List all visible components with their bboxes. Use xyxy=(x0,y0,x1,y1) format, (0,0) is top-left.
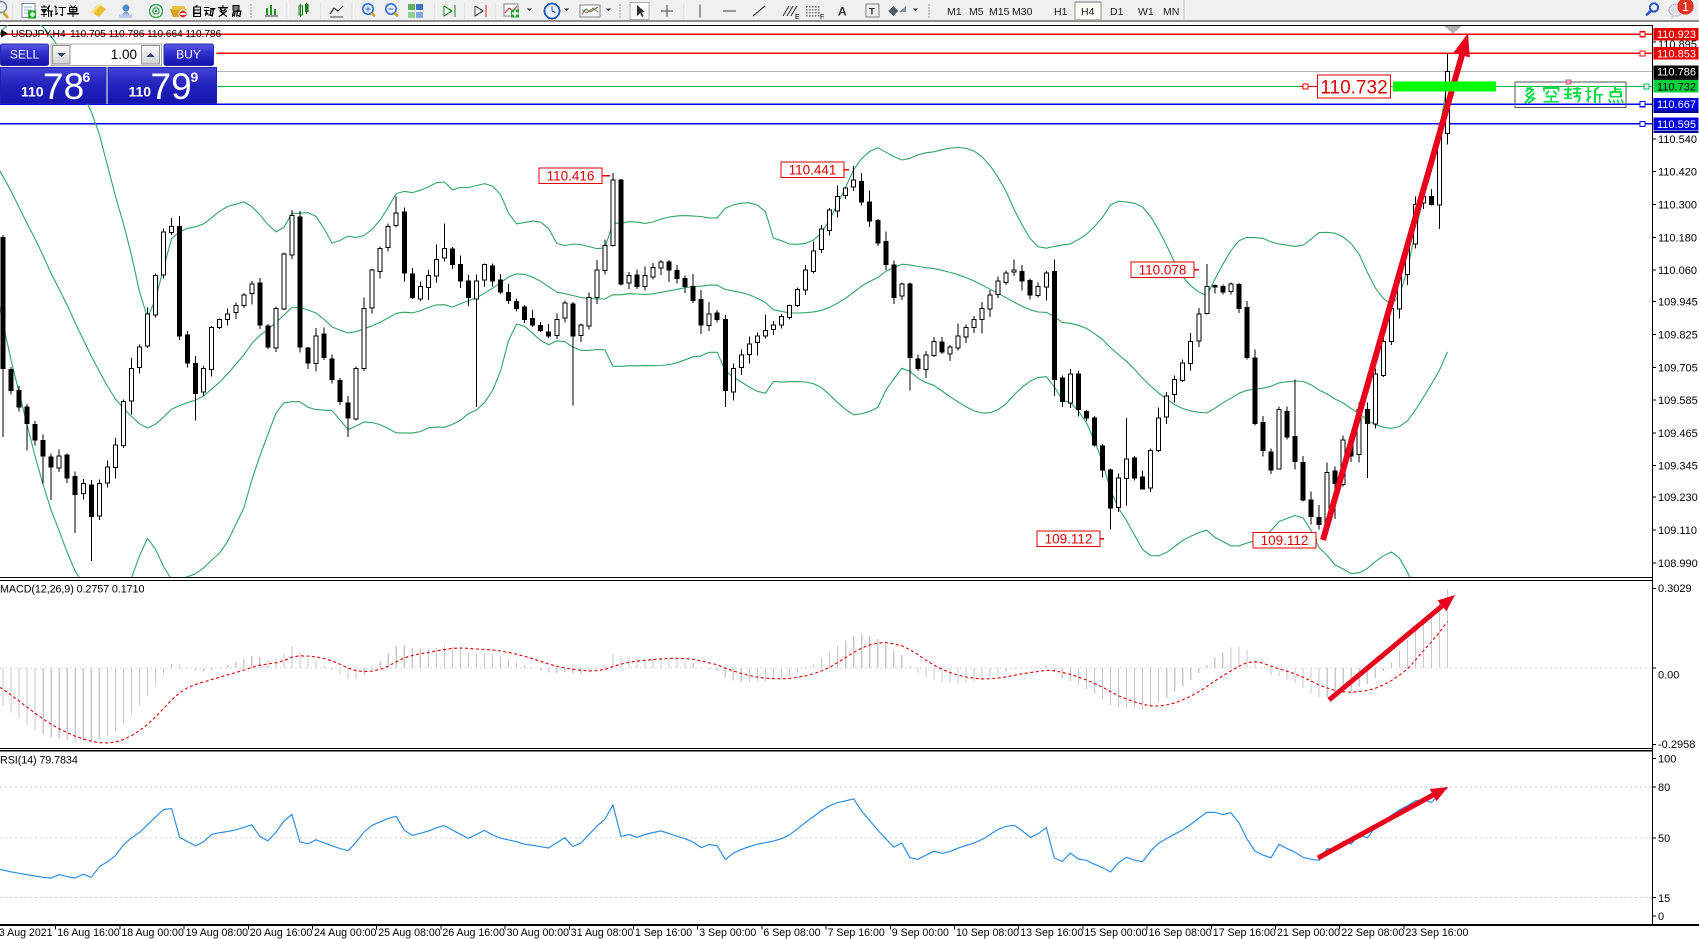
svg-text:110.060: 110.060 xyxy=(1658,265,1697,277)
svg-text:109.705: 109.705 xyxy=(1658,362,1698,374)
svg-text:M1: M1 xyxy=(947,6,962,18)
svg-text:SELL: SELL xyxy=(10,48,40,62)
svg-text:D1: D1 xyxy=(1110,6,1124,18)
svg-text:110.540: 110.540 xyxy=(1658,134,1697,146)
svg-text:110.595: 110.595 xyxy=(1657,119,1696,131)
svg-text:1 Sep 16:00: 1 Sep 16:00 xyxy=(635,927,692,939)
svg-text:78: 78 xyxy=(43,66,84,107)
svg-text:6: 6 xyxy=(83,69,91,85)
svg-text:109.825: 109.825 xyxy=(1658,330,1698,342)
svg-text:MN: MN xyxy=(1163,6,1179,18)
svg-text:17 Sep 16:00: 17 Sep 16:00 xyxy=(1213,927,1276,939)
svg-text:110.923: 110.923 xyxy=(1657,29,1696,41)
svg-text:0.3029: 0.3029 xyxy=(1658,583,1692,595)
svg-text:110.416: 110.416 xyxy=(547,168,595,183)
svg-text:110.786: 110.786 xyxy=(1657,67,1696,79)
svg-text:79: 79 xyxy=(151,66,192,107)
svg-text:19 Aug 08:00: 19 Aug 08:00 xyxy=(186,927,249,939)
svg-text:F: F xyxy=(820,14,824,21)
svg-text:50: 50 xyxy=(1658,833,1670,845)
svg-text:109.110: 109.110 xyxy=(1658,525,1697,537)
svg-text:1.00: 1.00 xyxy=(111,47,137,62)
svg-text:110.667: 110.667 xyxy=(1657,99,1696,111)
svg-text:0: 0 xyxy=(1658,911,1664,923)
svg-text:22 Sep 08:00: 22 Sep 08:00 xyxy=(1341,927,1404,939)
svg-text:109.112: 109.112 xyxy=(1045,531,1093,546)
svg-text:110.732: 110.732 xyxy=(1320,78,1387,99)
svg-text:110.441: 110.441 xyxy=(789,162,837,177)
svg-text:1: 1 xyxy=(1682,0,1689,14)
svg-text:H1: H1 xyxy=(1054,6,1068,18)
svg-text:6 Sep 08:00: 6 Sep 08:00 xyxy=(763,927,820,939)
svg-text:13 Sep 16:00: 13 Sep 16:00 xyxy=(1020,927,1083,939)
svg-text:18 Aug 00:00: 18 Aug 00:00 xyxy=(121,927,184,939)
svg-text:9 Sep 00:00: 9 Sep 00:00 xyxy=(892,927,949,939)
svg-text:30 Aug 00:00: 30 Aug 00:00 xyxy=(507,927,570,939)
svg-text:25 Aug 08:00: 25 Aug 08:00 xyxy=(378,927,441,939)
svg-text:110.732: 110.732 xyxy=(1657,81,1696,93)
svg-text:16 Sep 08:00: 16 Sep 08:00 xyxy=(1149,927,1212,939)
svg-text:-0.2958: -0.2958 xyxy=(1658,739,1695,751)
svg-text:109.465: 109.465 xyxy=(1658,428,1698,440)
svg-text:W1: W1 xyxy=(1138,6,1154,18)
svg-text:23 Sep 16:00: 23 Sep 16:00 xyxy=(1405,927,1468,939)
svg-text:BUY: BUY xyxy=(176,48,201,62)
svg-text:109.345: 109.345 xyxy=(1658,461,1698,473)
svg-text:110: 110 xyxy=(21,84,44,100)
svg-text:108.990: 108.990 xyxy=(1658,558,1698,570)
svg-text:9: 9 xyxy=(191,69,199,85)
svg-text:13 Aug 2021: 13 Aug 2021 xyxy=(0,927,53,939)
svg-text:110.078: 110.078 xyxy=(1139,262,1187,277)
svg-text:26 Aug 16:00: 26 Aug 16:00 xyxy=(442,927,505,939)
svg-text:E: E xyxy=(795,14,800,21)
svg-text:3 Sep 00:00: 3 Sep 00:00 xyxy=(699,927,756,939)
svg-text:80: 80 xyxy=(1658,782,1670,794)
svg-text:A: A xyxy=(838,5,847,19)
svg-text:H4: H4 xyxy=(1081,6,1095,18)
svg-text:110.853: 110.853 xyxy=(1657,48,1696,60)
svg-text:M5: M5 xyxy=(969,6,984,18)
svg-text:15 Sep 00:00: 15 Sep 00:00 xyxy=(1084,927,1147,939)
svg-text:109.585: 109.585 xyxy=(1658,395,1698,407)
svg-text:20 Aug 16:00: 20 Aug 16:00 xyxy=(250,927,313,939)
svg-text:0.00: 0.00 xyxy=(1658,670,1679,682)
svg-text:110.705 110.786 110.664 110.78: 110.705 110.786 110.664 110.786 xyxy=(70,29,222,40)
svg-text:109.112: 109.112 xyxy=(1261,533,1309,548)
svg-text:21 Sep 00:00: 21 Sep 00:00 xyxy=(1277,927,1340,939)
svg-text:31 Aug 08:00: 31 Aug 08:00 xyxy=(571,927,634,939)
svg-text:16 Aug 16:00: 16 Aug 16:00 xyxy=(57,927,120,939)
svg-text:110.180: 110.180 xyxy=(1658,232,1697,244)
svg-text:109.945: 109.945 xyxy=(1658,297,1698,309)
svg-text:7 Sep 16:00: 7 Sep 16:00 xyxy=(828,927,885,939)
svg-text:24 Aug 00:00: 24 Aug 00:00 xyxy=(314,927,377,939)
svg-text:MACD(12,26,9) 0.2757 0.1710: MACD(12,26,9) 0.2757 0.1710 xyxy=(0,584,144,596)
svg-text:RSI(14) 79.7834: RSI(14) 79.7834 xyxy=(0,755,78,767)
svg-text:15: 15 xyxy=(1658,893,1670,905)
svg-text:110.300: 110.300 xyxy=(1658,200,1697,212)
svg-text:M15: M15 xyxy=(989,6,1010,18)
svg-text:T: T xyxy=(869,7,875,18)
svg-text:110.420: 110.420 xyxy=(1658,167,1697,179)
svg-text:110: 110 xyxy=(129,84,152,100)
svg-text:109.230: 109.230 xyxy=(1658,492,1698,504)
svg-text:USDJPY,H4: USDJPY,H4 xyxy=(11,29,66,40)
svg-text:100: 100 xyxy=(1658,754,1676,766)
svg-text:10 Sep 08:00: 10 Sep 08:00 xyxy=(956,927,1019,939)
svg-text:M30: M30 xyxy=(1012,6,1033,18)
